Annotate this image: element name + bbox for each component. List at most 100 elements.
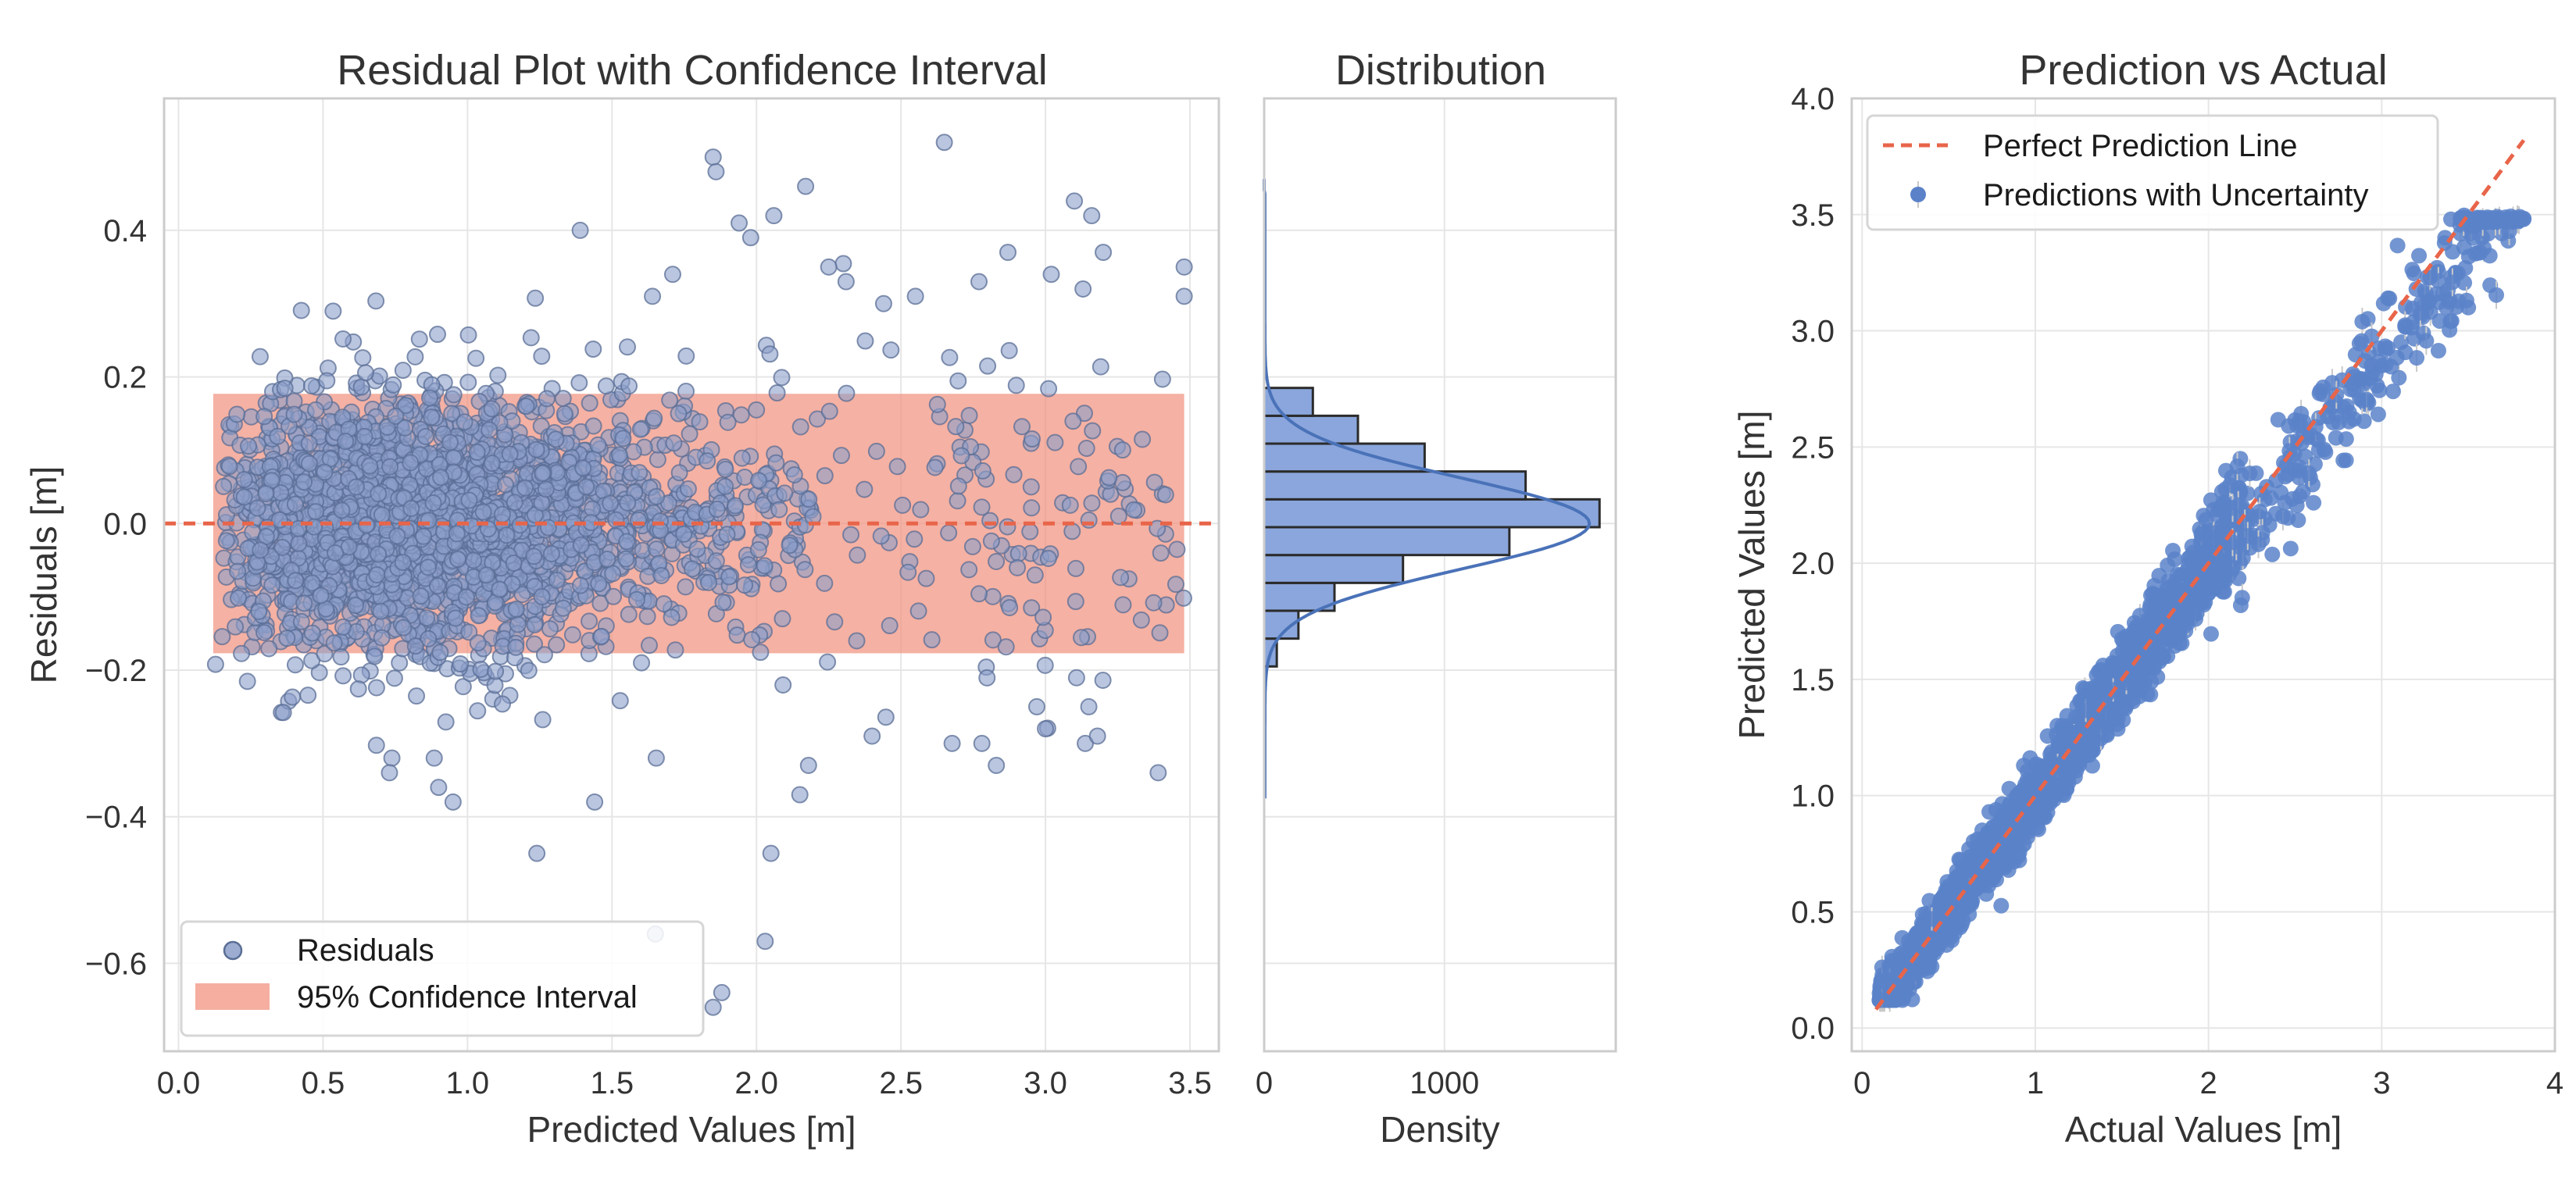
residual-point [624,443,642,461]
residual-x-tick-label: 0.5 [302,1066,345,1100]
residual-point [816,574,834,592]
residual-point [406,637,424,655]
residual-point [1037,720,1055,738]
residual-point [1134,430,1152,448]
prediction-point [1993,897,2010,914]
residual-point [1109,507,1127,525]
residual-point [943,734,961,752]
residual-point [631,464,648,482]
residual-point [368,566,386,584]
residual-point [1114,596,1132,614]
residual-point [714,594,732,612]
residual-point [652,567,670,585]
residual-point [874,294,892,312]
residual-point [663,266,681,284]
residual-point [370,367,388,385]
residual-point [618,533,636,551]
residual-point [481,421,498,439]
residual-point [629,511,647,529]
residual-point [354,349,372,367]
residual-point [774,676,792,694]
residual-point [487,662,505,680]
distribution-panel: Distribution 0 1000 Density [1256,47,1617,1150]
residual-point [394,362,412,380]
residual-point [299,687,317,704]
residual-point [431,644,449,662]
histogram-bar [1263,526,1511,557]
residual-point [661,391,679,409]
prediction-points [1871,205,2532,1012]
residual-point [356,364,374,382]
residual-point [785,465,803,483]
residual-point [318,372,336,390]
residual-point [928,395,946,413]
residual-point [999,518,1016,536]
residual-point [816,467,834,485]
residual-point [1064,412,1082,430]
residual-x-tick-label: 3.0 [1024,1066,1067,1100]
residual-point [334,330,352,348]
residual-point [421,389,439,407]
residual-point [949,372,967,390]
residual-point [273,538,291,556]
residual-y-tick-label: −0.6 [85,947,147,981]
residual-point [765,207,783,225]
residual-point [1153,370,1171,388]
residual-point [970,273,988,291]
residual-point [707,162,725,180]
residual-point [501,445,519,463]
residual-point [620,377,638,395]
residual-point [1066,559,1084,577]
residual-point [312,587,330,605]
residual-point [906,287,924,305]
residual-point [548,571,566,589]
residual-point [528,844,546,862]
residual-title: Residual Plot with Confidence Interval [337,47,1047,94]
residual-point [960,406,978,424]
residual-point [770,575,788,593]
residual-point [468,444,486,462]
residual-point [428,577,446,595]
residual-point [444,793,462,811]
residual-point [494,695,512,713]
residual-x-tick-label: 2.5 [879,1066,923,1100]
residual-point [410,330,428,348]
residual-point [999,244,1016,262]
residual-point [424,494,442,512]
residual-point [432,469,450,487]
residual-point [527,440,545,458]
residual-point [456,413,473,431]
legend-label-confidence: 95% Confidence Interval [297,980,638,1015]
residual-point [441,433,459,451]
residual-point [691,413,709,431]
residual-point [882,341,900,359]
residual-point [429,326,447,344]
residual-point [474,503,492,521]
residual-point [713,983,731,1001]
residual-point [982,532,1000,550]
residual-point [949,492,966,510]
residual-point [1001,598,1019,616]
residual-point [227,618,245,636]
residual-point [533,587,551,605]
residual-point [748,401,766,419]
residual-point [633,654,651,672]
residual-point [1046,433,1064,451]
residual-point [988,553,1006,571]
residual-point [688,540,706,558]
residual-point [483,400,501,418]
residual-point [574,459,592,477]
residual-point [347,597,365,615]
residual-point [610,446,628,464]
residual-point [1027,697,1045,715]
residual-point [522,329,540,347]
residual-point [670,464,688,482]
residual-point [731,214,749,232]
residual-point [727,497,745,515]
distribution-frame [1263,97,1617,1053]
residual-point [856,332,874,350]
prediction-point [2160,557,2176,573]
residual-point [935,134,953,152]
residual-point [367,292,385,310]
residual-point [316,463,334,481]
